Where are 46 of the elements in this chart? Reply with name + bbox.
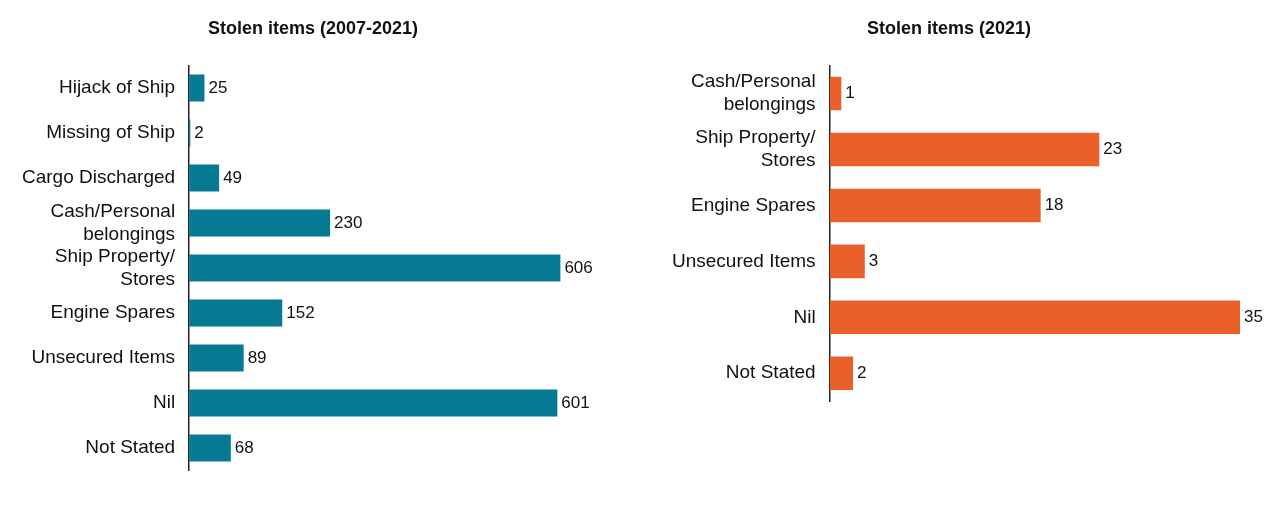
bar [189, 434, 231, 462]
bar [829, 188, 1041, 223]
y-tick-label: Unsecured Items [31, 346, 176, 368]
y-tick-label: Unsecured Items [671, 249, 816, 271]
bar [829, 300, 1240, 335]
y-tick-label: Hijack of Ship [58, 76, 176, 98]
data-label: 18 [1044, 195, 1064, 215]
data-label: 68 [234, 437, 254, 457]
y-tick-label: Not Stated [725, 361, 816, 383]
bar [189, 209, 331, 237]
y-tick-label: Not Stated [85, 436, 176, 458]
y-tick-label: Ship Property/Stores [54, 244, 176, 289]
y-tick-label: Cargo Discharged [21, 166, 176, 188]
chart-title: Stolen items (2021) [866, 17, 1032, 38]
data-label: 152 [286, 302, 315, 322]
bar [829, 356, 854, 391]
bar [189, 164, 220, 192]
bar [189, 74, 205, 102]
data-label: 230 [334, 212, 363, 232]
data-label: 2 [857, 362, 867, 382]
bar [829, 132, 1100, 167]
y-tick-label: Cash/Personal belongings [690, 70, 816, 115]
data-label: 23 [1103, 139, 1123, 159]
data-label: 3 [868, 251, 879, 271]
y-tick-label: Missing of Ship [46, 121, 176, 143]
data-label: 49 [223, 167, 243, 187]
chart-title: Stolen items (2007-2021) [207, 17, 419, 38]
data-label: 25 [208, 77, 228, 97]
data-label: 1 [845, 83, 855, 103]
bar [189, 344, 244, 372]
bar [829, 76, 842, 111]
data-label: 2 [194, 122, 204, 142]
data-label: 606 [564, 257, 593, 277]
bar [189, 389, 558, 417]
y-tick-label: Engine Spares [50, 301, 176, 323]
data-label: 89 [247, 347, 267, 367]
data-label: 601 [561, 392, 590, 412]
bar [189, 299, 283, 327]
y-tick-label: Nil [793, 305, 816, 327]
y-tick-label: Nil [152, 391, 176, 413]
y-tick-label: Engine Spares [690, 193, 816, 215]
data-label: 35 [1244, 306, 1263, 326]
y-tick-label: Cash/Personal belongings [50, 199, 176, 244]
y-tick-label: Ship Property/Stores [695, 126, 817, 171]
bar [189, 254, 561, 282]
bar [829, 244, 865, 279]
